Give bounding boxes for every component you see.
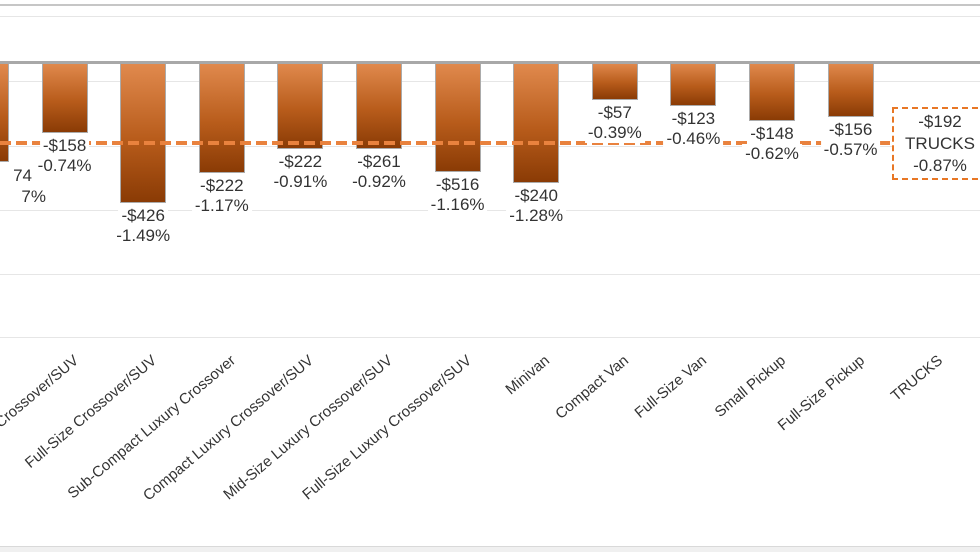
- gridline: [0, 146, 980, 147]
- bar-dollar-value: -$261: [354, 152, 404, 172]
- bar-minivan: [513, 63, 560, 183]
- bar-percent-value: -1.28%: [506, 206, 567, 226]
- bar-percent-value: -1.16%: [427, 195, 488, 215]
- bar-value-label-fragment: 74: [13, 166, 32, 185]
- bar-dollar-value: -$222: [275, 152, 326, 172]
- bar-percent-value: -0.91%: [270, 172, 331, 192]
- gridline: [0, 337, 980, 338]
- bar-percent-value: -0.39%: [584, 123, 645, 143]
- bar-value-label: -$222 -1.17%: [191, 176, 252, 216]
- gridline: [0, 81, 980, 82]
- bar-value-label: -$516 -1.16%: [427, 175, 488, 215]
- bar-value-label: -$426 -1.49%: [113, 206, 174, 246]
- bar-full-size-crossover-suv: [120, 63, 167, 203]
- bottom-divider: [0, 546, 980, 552]
- bar-value-label: -$123 -0.46%: [663, 109, 724, 149]
- bar-sub-compact-luxury-crossover: [198, 63, 245, 173]
- bar-value-label: -$261 -0.92%: [349, 152, 409, 192]
- bar-percent-value: -0.74%: [34, 156, 95, 176]
- bar-percent-value: -0.92%: [349, 172, 409, 192]
- bar-percent-value: -1.17%: [191, 196, 252, 216]
- bar-pct-label-fragment: 7%: [21, 187, 46, 206]
- bar-dollar-value: -$123: [668, 109, 719, 129]
- trucks-summary-pct: -0.87%: [913, 155, 967, 175]
- bar-compact-luxury-crossover-suv: [277, 63, 324, 149]
- bar-clipped-left: [0, 63, 9, 162]
- zero-baseline: [0, 61, 980, 64]
- bar-mid-size-luxury-crossover-suv: [356, 63, 402, 149]
- bar-dollar-value: -$240: [511, 186, 561, 206]
- bar-compact-van: [591, 63, 638, 100]
- bar-dollar-value: -$156: [825, 120, 876, 140]
- bar-value-label: -$156 -0.57%: [820, 120, 881, 160]
- bar-dollar-value: -$158: [39, 136, 90, 156]
- bar-percent-value: -0.46%: [663, 129, 724, 149]
- gridline: [0, 210, 980, 211]
- bar-value-label: -$57 -0.39%: [584, 103, 645, 143]
- bar-value-label: -$222 -0.91%: [270, 152, 331, 192]
- bar-value-label: -$148 -0.62%: [742, 124, 802, 164]
- bar-dollar-value: -$426: [118, 206, 168, 226]
- trucks-summary-value: -$192: [918, 111, 962, 131]
- bar-mid-size-crossover-suv: [41, 63, 88, 133]
- bar-dollar-value: -$148: [747, 124, 797, 144]
- bar-dollar-value: -$516: [432, 175, 483, 195]
- bar-small-pickup: [749, 63, 795, 121]
- bar-full-size-van: [670, 63, 717, 106]
- trucks-summary-label: TRUCKS: [905, 133, 975, 153]
- bar-dollar-value: -$57: [594, 103, 635, 123]
- bar-value-label: -$240 -1.28%: [506, 186, 567, 226]
- bar-percent-value: -0.57%: [820, 140, 881, 160]
- gridline: [0, 274, 980, 275]
- bar-dollar-value: -$222: [197, 176, 247, 196]
- bar-percent-value: -1.49%: [113, 226, 174, 246]
- bar-value-label: -$158 -0.74%: [34, 136, 95, 176]
- chart-top-border: [0, 4, 980, 6]
- trucks-summary-box: -$192 TRUCKS -0.87%: [892, 107, 980, 180]
- gridline: [0, 16, 980, 17]
- trucks-average-dashed-line: [0, 141, 890, 145]
- bar-full-size-pickup: [827, 63, 874, 117]
- bar-full-size-luxury-crossover-suv: [434, 63, 481, 172]
- bar-percent-value: -0.62%: [742, 144, 802, 164]
